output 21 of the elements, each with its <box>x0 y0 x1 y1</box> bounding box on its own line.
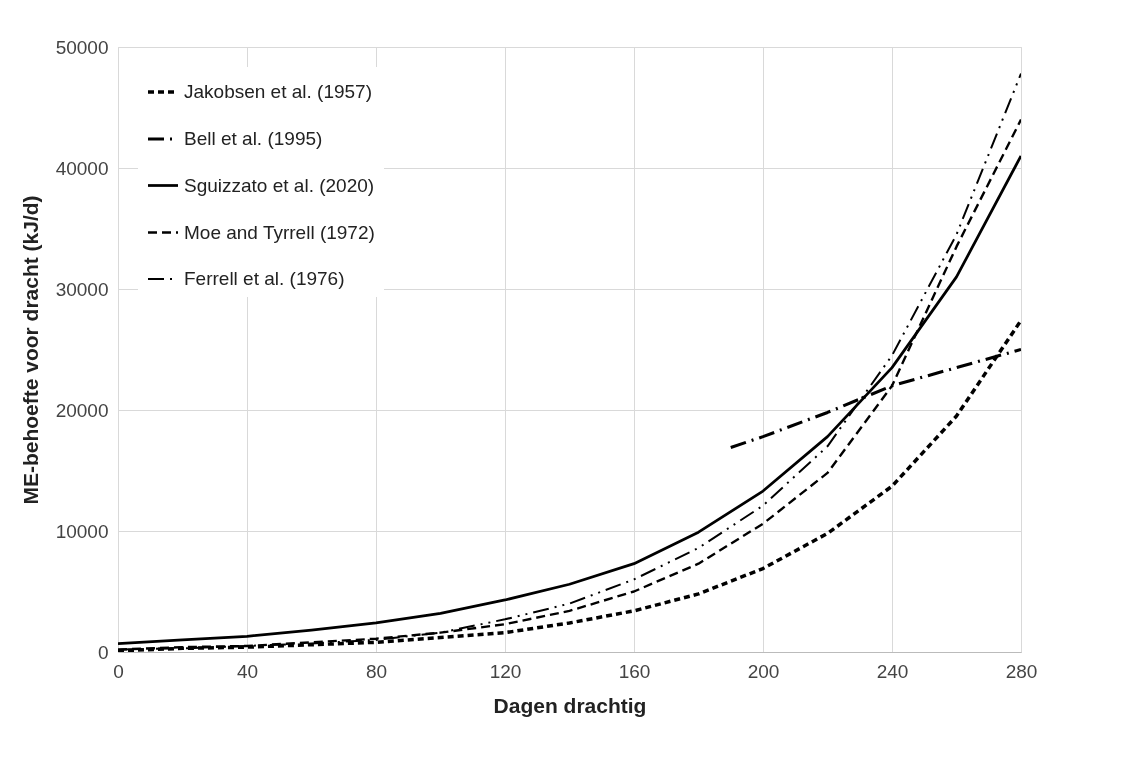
x-tick-label: 80 <box>365 660 388 682</box>
x-tick-label: 160 <box>618 660 651 682</box>
x-tick-label: 280 <box>1005 660 1038 682</box>
y-tick-label: 20000 <box>55 399 109 421</box>
x-tick-label: 0 <box>113 660 124 682</box>
y-tick-label: 40000 <box>55 157 109 179</box>
y-axis-title: ME-behoefte voor dracht (kJ/d) <box>18 195 42 505</box>
legend-label: Ferrell et al. (1976) <box>184 268 345 289</box>
legend-label: Moe and Tyrrell (1972) <box>184 221 375 243</box>
legend-label: Jakobsen et al. (1957) <box>184 81 373 102</box>
y-tick-label: 50000 <box>55 36 109 58</box>
x-tick-label: 200 <box>747 660 780 682</box>
legend-label: Sguizzato et al. (2020) <box>184 174 375 196</box>
legend-label: Bell et al. (1995) <box>184 128 323 149</box>
x-tick-label: 120 <box>489 660 522 682</box>
x-tick-label: 40 <box>236 660 259 682</box>
y-tick-label: 0 <box>97 641 109 663</box>
x-tick-label: 240 <box>876 660 909 682</box>
x-axis-title: Dagen drachtig <box>493 693 647 717</box>
y-tick-label: 10000 <box>55 520 109 542</box>
y-tick-label: 30000 <box>55 278 109 300</box>
